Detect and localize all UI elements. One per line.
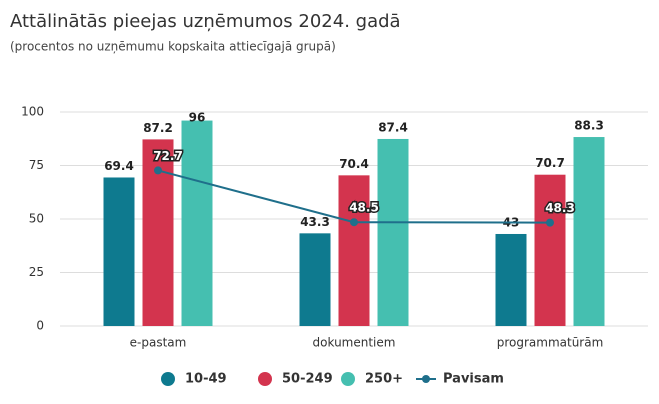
- y-tick-label: 0: [36, 319, 44, 333]
- bar: [495, 233, 527, 326]
- data-label: 48.5: [349, 201, 379, 215]
- data-label: 69.4: [104, 159, 134, 173]
- chart-subtitle: (procentos no uzņēmumu kopskaita attiecī…: [10, 40, 336, 54]
- y-tick-label: 50: [29, 212, 44, 226]
- legend-label: 50-249: [282, 372, 333, 387]
- line-point: [154, 166, 162, 175]
- y-tick-label: 25: [29, 265, 44, 279]
- x-tick-label: programmatūrām: [497, 336, 604, 350]
- y-tick-label: 100: [21, 105, 44, 119]
- bar: [338, 175, 370, 326]
- legend-marker: [422, 375, 430, 383]
- bar: [103, 177, 135, 326]
- bar: [534, 174, 566, 326]
- legend-label: 10-49: [185, 372, 227, 387]
- legend-label: Pavisam: [443, 372, 504, 387]
- data-label: 87.4: [378, 120, 408, 134]
- bar: [377, 138, 409, 326]
- line-point: [546, 218, 554, 227]
- bar: [299, 233, 331, 326]
- bar: [181, 120, 213, 326]
- y-tick-label: 75: [29, 158, 44, 172]
- legend-marker: [341, 372, 355, 386]
- legend-marker: [161, 372, 175, 386]
- chart-title: Attālinātās pieejas uzņēmumos 2024. gadā: [10, 11, 401, 32]
- data-label: 43.3: [300, 215, 330, 229]
- data-label: 70.4: [339, 157, 369, 171]
- x-tick-label: e-pastam: [130, 336, 187, 350]
- bar: [573, 137, 605, 326]
- data-label: 96: [189, 111, 206, 125]
- line-point: [350, 218, 358, 227]
- legend-label: 250+: [365, 372, 403, 387]
- data-label: 72.7: [153, 149, 183, 163]
- legend-marker: [258, 372, 272, 386]
- data-label: 88.3: [574, 119, 604, 133]
- data-label: 70.7: [535, 156, 565, 170]
- data-label: 48.3: [545, 201, 575, 215]
- data-label: 87.2: [143, 121, 173, 135]
- x-tick-label: dokumentiem: [313, 336, 396, 350]
